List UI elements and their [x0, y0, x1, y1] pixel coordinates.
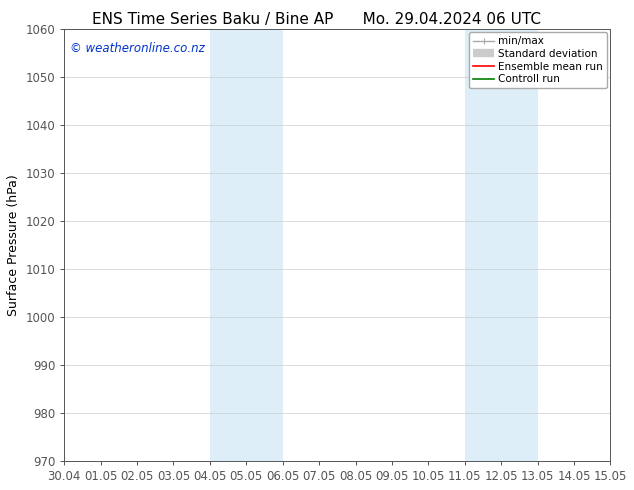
Bar: [210, 29, 283, 461]
Text: © weatheronline.co.nz: © weatheronline.co.nz: [70, 42, 205, 55]
Bar: [465, 29, 538, 461]
Legend: min/max, Standard deviation, Ensemble mean run, Controll run: min/max, Standard deviation, Ensemble me…: [469, 32, 607, 88]
Y-axis label: Surface Pressure (hPa): Surface Pressure (hPa): [7, 174, 20, 316]
Text: ENS Time Series Baku / Bine AP      Mo. 29.04.2024 06 UTC: ENS Time Series Baku / Bine AP Mo. 29.04…: [93, 12, 541, 27]
